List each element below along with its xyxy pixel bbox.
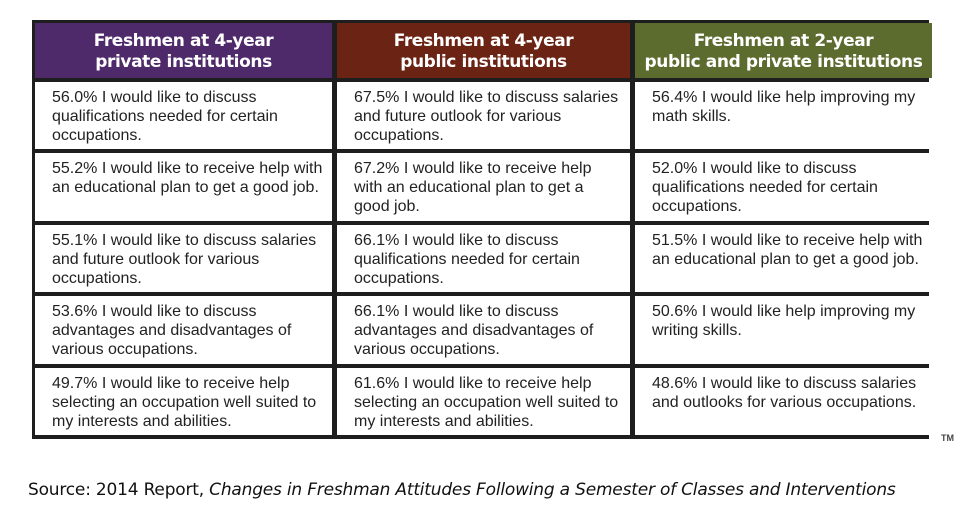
- header-line: Freshmen at 4-year: [93, 30, 274, 51]
- table-cell: 56.4% I would like help improving my mat…: [635, 82, 932, 150]
- table-cell: 55.2% I would like to receive help with …: [35, 153, 332, 221]
- header-2year-public-private: Freshmen at 2-year public and private ins…: [635, 23, 932, 78]
- source-citation: Source: 2014 Report, Changes in Freshman…: [28, 480, 896, 500]
- table-cell: 53.6% I would like to discuss advantages…: [35, 296, 332, 364]
- table-cell: 48.6% I would like to discuss salaries a…: [635, 367, 932, 435]
- header-line: public and private institutions: [644, 51, 923, 72]
- table-cell: 52.0% I would like to discuss qualificat…: [635, 153, 932, 221]
- table-cell: 55.1% I would like to discuss salaries a…: [35, 224, 332, 293]
- header-line: public institutions: [400, 51, 567, 72]
- header-line: Freshmen at 2-year: [693, 30, 874, 51]
- table-cell: 67.5% I would like to discuss salaries a…: [337, 82, 630, 150]
- source-prefix: Source: 2014 Report,: [28, 480, 210, 500]
- header-4year-private: Freshmen at 4-year private institutions: [35, 23, 332, 78]
- table-cell: 56.0% I would like to discuss qualificat…: [35, 82, 332, 150]
- table-cell: 66.1% I would like to discuss advantages…: [337, 296, 630, 364]
- header-line: Freshmen at 4-year: [393, 30, 574, 51]
- table-cell: 67.2% I would like to receive help with …: [337, 153, 630, 221]
- table-cell: 49.7% I would like to receive help selec…: [35, 367, 332, 435]
- table-cell: 50.6% I would like help improving my wri…: [635, 296, 932, 364]
- trademark-mark: TM: [941, 433, 954, 443]
- table-cell: 51.5% I would like to receive help with …: [635, 224, 932, 293]
- table-cell: 66.1% I would like to discuss qualificat…: [337, 224, 630, 293]
- survey-table: Freshmen at 4-year private institutions F…: [32, 20, 932, 439]
- source-report-title: Changes in Freshman Attitudes Following …: [209, 480, 896, 500]
- table-cell: 61.6% I would like to receive help selec…: [337, 367, 630, 435]
- header-4year-public: Freshmen at 4-year public institutions: [337, 23, 630, 78]
- header-line: private institutions: [95, 51, 272, 72]
